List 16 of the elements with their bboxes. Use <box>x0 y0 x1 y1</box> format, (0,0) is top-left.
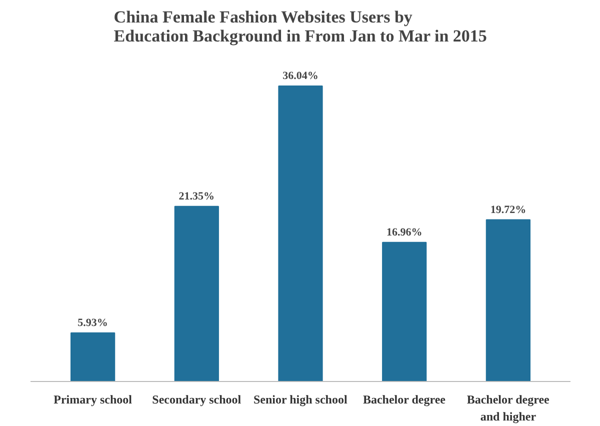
x-tick-label: Secondary school <box>152 392 242 406</box>
chart-title: China Female Fashion Websites Users by Education Background in From Jan to Mar in 2015 <box>114 8 487 46</box>
bar <box>486 219 530 382</box>
data-label: 5.93% <box>78 316 108 329</box>
x-tick-label: Bachelor degree <box>362 392 446 406</box>
x-tick-label: Senior high school <box>253 392 348 406</box>
data-label: 36.04% <box>282 70 318 82</box>
bar <box>382 242 427 382</box>
x-tick-label: Primary school <box>54 392 133 406</box>
data-label: 21.35% <box>178 190 215 202</box>
data-label: 19.72% <box>490 204 526 216</box>
bar <box>174 206 219 382</box>
bar <box>70 332 116 382</box>
bar <box>278 85 323 382</box>
data-label: 16.96% <box>386 226 422 238</box>
x-tick-label: Bachelor degree and higher <box>466 392 550 424</box>
